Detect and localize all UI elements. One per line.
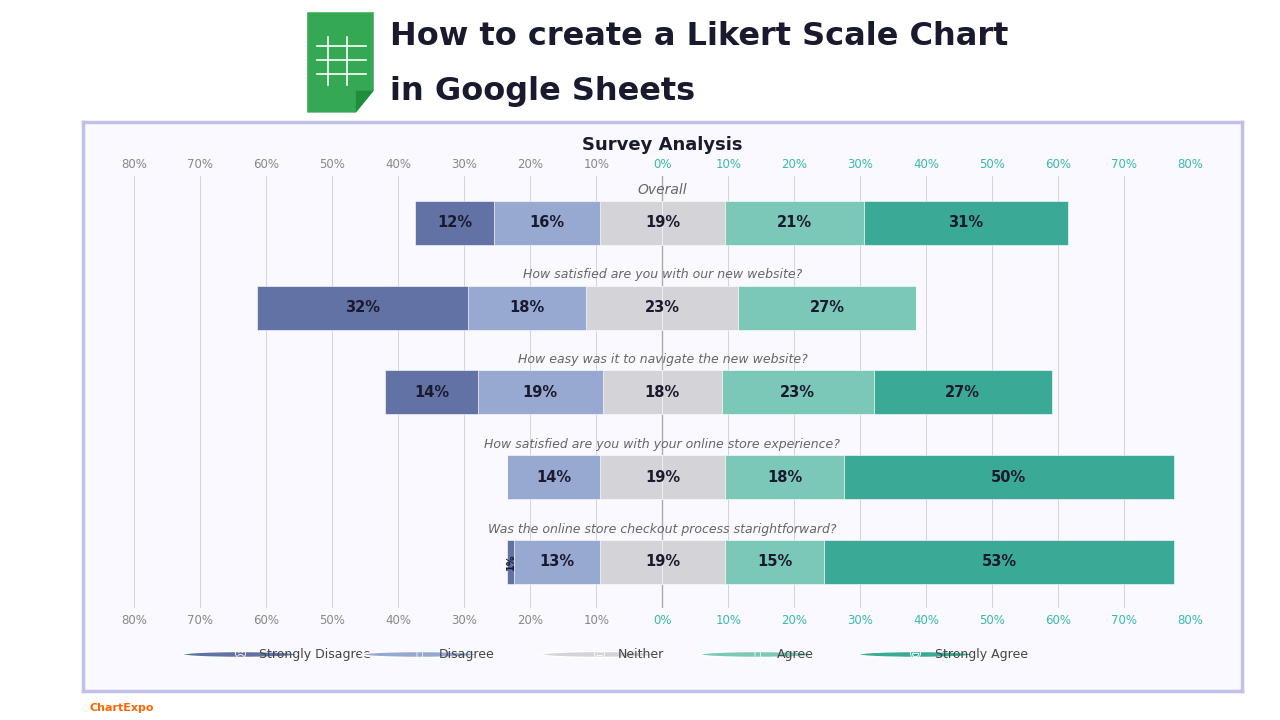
Text: 31%: 31% <box>948 215 983 230</box>
Bar <box>722 370 873 415</box>
Bar <box>477 370 603 415</box>
Text: 🙁: 🙁 <box>416 648 424 661</box>
Text: 😐: 😐 <box>593 648 605 661</box>
Bar <box>507 455 600 499</box>
Text: 50%: 50% <box>991 469 1027 485</box>
Text: 21%: 21% <box>777 215 812 230</box>
Text: ☹: ☹ <box>233 648 247 661</box>
Text: 12%: 12% <box>436 215 472 230</box>
Text: Strongly Agree: Strongly Agree <box>934 648 1028 661</box>
Text: 27%: 27% <box>810 300 845 315</box>
Text: 🙂: 🙂 <box>754 648 762 661</box>
Text: 16%: 16% <box>530 215 564 230</box>
Text: 14%: 14% <box>413 385 449 400</box>
Bar <box>586 286 663 330</box>
Bar <box>494 201 600 245</box>
Text: How satisfied are you with our new website?: How satisfied are you with our new websi… <box>522 269 803 282</box>
Text: 18%: 18% <box>645 385 680 400</box>
Text: 18%: 18% <box>509 300 545 315</box>
Text: Strongly Disagree: Strongly Disagree <box>259 648 371 661</box>
Bar <box>507 540 513 584</box>
Text: 19%: 19% <box>645 469 680 485</box>
Text: Agree: Agree <box>777 648 813 661</box>
Text: How satisfied are you with your online store experience?: How satisfied are you with your online s… <box>484 438 841 451</box>
Bar <box>385 370 477 415</box>
Text: Neither: Neither <box>618 648 664 661</box>
Circle shape <box>541 652 657 657</box>
Bar <box>603 370 663 415</box>
Bar <box>724 455 844 499</box>
Bar <box>724 201 864 245</box>
Bar <box>600 201 663 245</box>
Text: 1%: 1% <box>506 554 516 570</box>
Bar <box>467 286 586 330</box>
Text: 😃: 😃 <box>909 648 923 661</box>
Text: 14%: 14% <box>536 469 571 485</box>
Text: ChartExpo: ChartExpo <box>90 703 154 713</box>
Bar <box>513 540 600 584</box>
Text: Overall: Overall <box>637 183 687 197</box>
Text: 27%: 27% <box>945 385 980 400</box>
Text: How easy was it to navigate the new website?: How easy was it to navigate the new webs… <box>517 353 808 366</box>
Text: 53%: 53% <box>982 554 1016 570</box>
Bar <box>663 540 724 584</box>
Text: 18%: 18% <box>767 469 803 485</box>
Bar <box>844 455 1174 499</box>
Text: Was the online store checkout process starightforward?: Was the online store checkout process st… <box>488 523 837 536</box>
Circle shape <box>182 652 298 657</box>
Text: How to create a Likert Scale Chart: How to create a Likert Scale Chart <box>390 21 1009 53</box>
Text: Disagree: Disagree <box>439 648 494 661</box>
Circle shape <box>361 652 477 657</box>
Text: 23%: 23% <box>645 300 680 315</box>
Bar <box>415 201 494 245</box>
Circle shape <box>858 652 974 657</box>
Title: Survey Analysis: Survey Analysis <box>582 135 742 153</box>
Bar <box>663 455 724 499</box>
Bar <box>739 286 916 330</box>
Text: 19%: 19% <box>645 554 680 570</box>
Text: 19%: 19% <box>645 215 680 230</box>
Bar <box>864 201 1069 245</box>
Text: 19%: 19% <box>522 385 558 400</box>
Text: 13%: 13% <box>539 554 575 570</box>
Circle shape <box>699 652 815 657</box>
Text: in Google Sheets: in Google Sheets <box>390 76 695 107</box>
Polygon shape <box>356 91 374 112</box>
Bar <box>663 201 724 245</box>
Bar <box>600 540 663 584</box>
Bar <box>256 286 467 330</box>
Bar <box>873 370 1052 415</box>
Bar <box>663 370 722 415</box>
Bar <box>824 540 1174 584</box>
Bar <box>600 455 663 499</box>
Text: 23%: 23% <box>781 385 815 400</box>
Text: 32%: 32% <box>344 300 380 315</box>
Bar <box>724 540 824 584</box>
Text: 15%: 15% <box>756 554 792 570</box>
Polygon shape <box>307 12 374 112</box>
Bar <box>663 286 739 330</box>
